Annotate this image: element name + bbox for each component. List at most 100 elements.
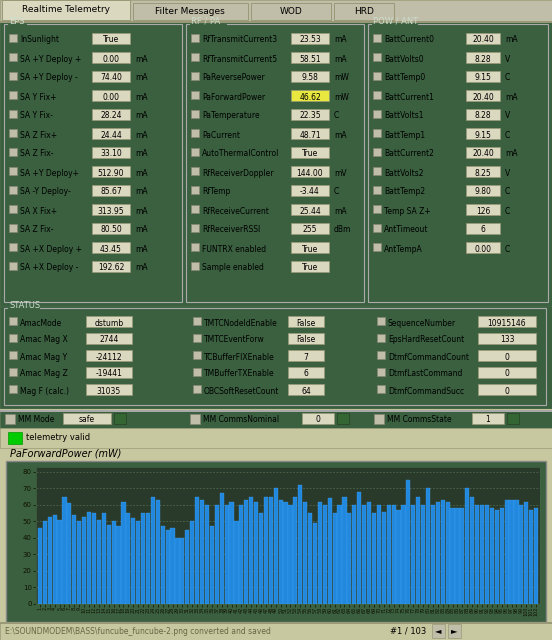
Text: mA: mA <box>135 111 147 120</box>
Bar <box>302 413 334 424</box>
Text: WOD: WOD <box>280 6 302 15</box>
Bar <box>259 513 263 604</box>
Bar <box>121 502 125 604</box>
Bar <box>190 414 200 424</box>
Bar <box>0 622 552 640</box>
Bar <box>264 497 268 604</box>
Bar <box>191 148 199 156</box>
Bar <box>478 316 536 327</box>
Text: mA: mA <box>135 225 147 234</box>
Text: BattCurrent0: BattCurrent0 <box>384 35 434 45</box>
Bar <box>92 166 130 177</box>
Bar <box>291 71 329 82</box>
Bar <box>156 500 160 604</box>
Bar <box>308 513 312 604</box>
Bar <box>9 34 17 42</box>
Bar <box>328 499 332 604</box>
Bar <box>92 128 130 139</box>
Bar <box>9 351 17 359</box>
Bar <box>92 71 130 82</box>
Text: mA: mA <box>135 188 147 196</box>
Text: 6: 6 <box>304 369 309 378</box>
Bar <box>181 538 184 604</box>
Text: mA: mA <box>334 131 347 140</box>
Bar <box>102 513 106 604</box>
Text: 512.90: 512.90 <box>98 168 124 177</box>
Bar <box>116 527 121 604</box>
Bar <box>519 505 523 604</box>
Bar <box>92 242 130 253</box>
Bar <box>193 385 201 393</box>
Text: 0.00: 0.00 <box>103 93 119 102</box>
Bar <box>313 523 317 604</box>
Bar <box>193 317 201 325</box>
Bar <box>2 0 130 20</box>
Bar <box>466 128 500 139</box>
Text: 64: 64 <box>301 387 311 396</box>
Text: SequenceNumber: SequenceNumber <box>388 319 456 328</box>
Text: True: True <box>302 150 318 159</box>
Bar <box>43 522 47 604</box>
Text: Amac Mag Y: Amac Mag Y <box>20 353 67 362</box>
Bar <box>450 508 455 604</box>
Text: mA: mA <box>135 150 147 159</box>
Text: SA Z Fix-: SA Z Fix- <box>20 225 54 234</box>
Bar <box>478 384 536 395</box>
Text: mA: mA <box>334 207 347 216</box>
Bar <box>57 520 62 604</box>
Bar <box>529 510 533 604</box>
Bar <box>107 525 111 604</box>
Bar <box>230 502 233 604</box>
Text: SA X Fix+: SA X Fix+ <box>20 207 57 216</box>
Text: POW / ANT: POW / ANT <box>373 17 418 26</box>
Text: 46.62: 46.62 <box>299 93 321 102</box>
Text: 20.40: 20.40 <box>472 93 494 102</box>
Bar <box>0 428 552 448</box>
Bar <box>291 204 329 215</box>
Text: 126: 126 <box>476 207 490 216</box>
Bar <box>373 224 381 232</box>
Bar <box>92 513 96 604</box>
Bar <box>92 147 130 158</box>
Bar <box>215 505 219 604</box>
Bar <box>38 528 42 604</box>
Text: 0.00: 0.00 <box>475 244 491 253</box>
Bar <box>291 166 329 177</box>
Text: 0.00: 0.00 <box>103 54 119 63</box>
Bar <box>185 530 189 604</box>
Bar <box>269 497 273 604</box>
Bar <box>9 53 17 61</box>
Bar <box>191 91 199 99</box>
Text: SA +Y Deploy -: SA +Y Deploy - <box>20 74 78 83</box>
Bar <box>368 24 548 302</box>
Text: 10915146: 10915146 <box>487 319 526 328</box>
Bar <box>372 24 417 26</box>
Bar <box>373 186 381 194</box>
Text: SA Y Fix-: SA Y Fix- <box>20 111 53 120</box>
Text: AntTempA: AntTempA <box>384 244 423 253</box>
Bar <box>9 368 17 376</box>
Bar <box>332 513 337 604</box>
Bar <box>373 110 381 118</box>
Text: SA Z Fix+: SA Z Fix+ <box>20 131 57 140</box>
Bar <box>466 71 500 82</box>
Text: Amac Mag X: Amac Mag X <box>20 335 68 344</box>
Bar <box>377 505 381 604</box>
Bar <box>391 505 396 604</box>
Text: dstumb: dstumb <box>94 319 124 328</box>
Text: mA: mA <box>505 93 518 102</box>
Text: 33.10: 33.10 <box>100 150 122 159</box>
Bar <box>291 223 329 234</box>
Text: C: C <box>505 207 510 216</box>
Text: PaTemperature: PaTemperature <box>202 111 259 120</box>
Text: 8.28: 8.28 <box>475 111 491 120</box>
Bar <box>490 508 494 604</box>
Bar <box>291 261 329 272</box>
Text: 9.15: 9.15 <box>475 131 491 140</box>
Text: 8.25: 8.25 <box>475 168 491 177</box>
Bar <box>8 308 39 310</box>
Bar <box>191 167 199 175</box>
Bar <box>495 510 499 604</box>
Text: 74.40: 74.40 <box>100 74 122 83</box>
Text: 9.58: 9.58 <box>301 74 319 83</box>
